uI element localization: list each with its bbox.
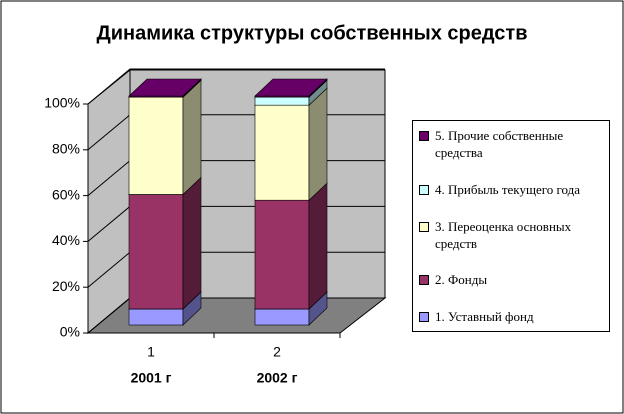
legend-swatch <box>419 312 429 322</box>
bar-segment <box>128 194 184 310</box>
period-label: 2002 г <box>257 370 298 386</box>
y-tick-label: 100% <box>44 95 80 111</box>
legend-swatch <box>419 221 429 232</box>
legend-label: 2. Фонды <box>435 272 488 288</box>
legend-label: 1. Уставный фонд <box>435 309 534 324</box>
bar-segment <box>128 308 184 326</box>
bar-top <box>128 78 202 97</box>
legend-item: 4. Прибыль текущего года <box>417 181 605 198</box>
x-tick-label: 2 <box>273 344 281 360</box>
bar-segment <box>254 199 310 310</box>
legend-label: 5. Прочие собственные средства <box>435 128 564 160</box>
bar-side <box>308 182 328 310</box>
legend: 5. Прочие собственные средства 4. Прибыль… <box>412 120 610 332</box>
x-tick-label: 1 <box>147 344 155 360</box>
legend-item: 1. Уставный фонд <box>417 308 605 325</box>
bar-segment <box>254 96 310 106</box>
legend-item: 2. Фонды <box>417 271 605 288</box>
legend-swatch <box>419 184 429 195</box>
y-tick-label: 0% <box>60 324 80 340</box>
legend-swatch <box>419 131 429 141</box>
bar-top <box>254 78 328 97</box>
chart-title: Динамика структуры собственных средств <box>96 22 527 44</box>
legend-item: 5. Прочие собственные средства <box>417 127 605 161</box>
bar-segment <box>254 308 310 326</box>
legend-label: 4. Прибыль текущего года <box>435 181 580 197</box>
y-tick-label: 80% <box>52 141 80 157</box>
bar-segment <box>128 96 184 195</box>
y-tick-label: 20% <box>52 278 80 294</box>
bar-side <box>182 79 202 196</box>
legend-item: 3. Переоценка основных средств <box>417 218 605 252</box>
bar-side <box>182 176 202 310</box>
bar-segment <box>254 104 310 201</box>
period-label: 2001 г <box>131 370 172 386</box>
grid-line <box>87 68 385 105</box>
y-tick-label: 40% <box>52 232 80 248</box>
legend-label: 3. Переоценка основных средств <box>435 218 572 251</box>
legend-swatch <box>419 275 429 286</box>
bar-side <box>308 87 328 201</box>
y-tick-label: 60% <box>52 186 80 202</box>
side-wall <box>87 68 131 335</box>
